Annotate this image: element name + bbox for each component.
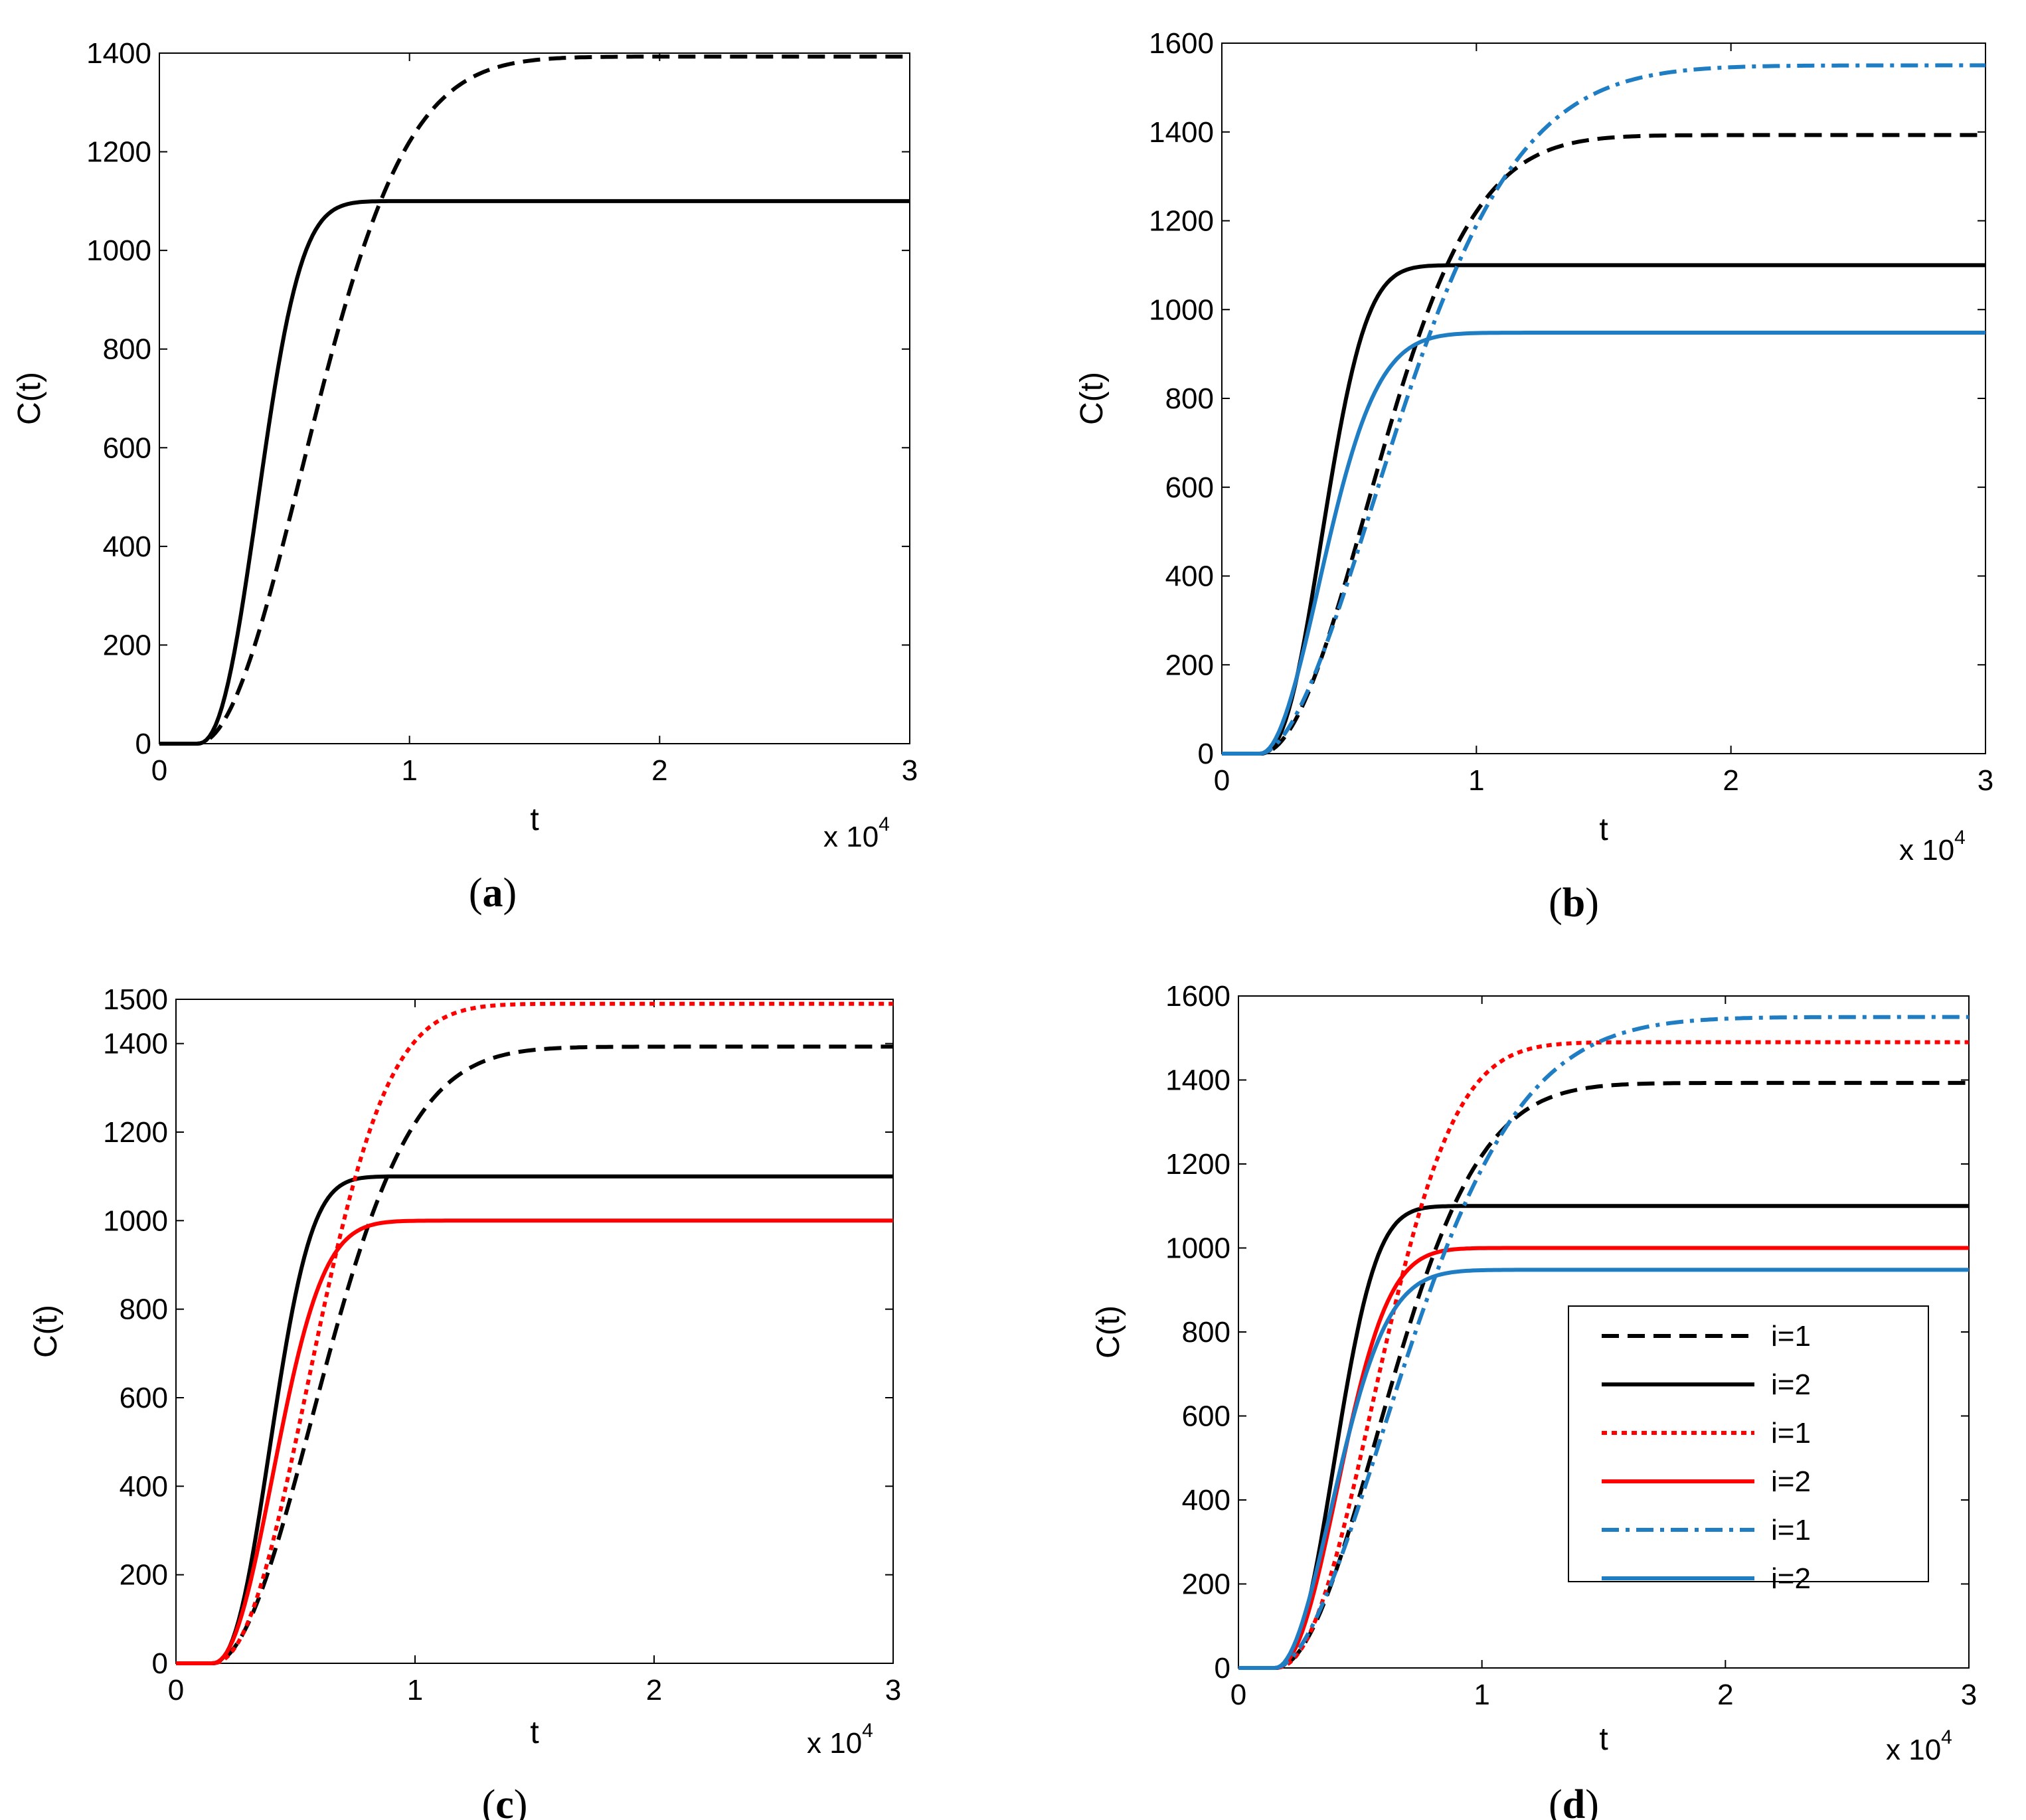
x-tick-label: 2 [1717, 1679, 1733, 1711]
series-line-i2_blue [1238, 1268, 1969, 1670]
panel-caption: (b) [1549, 880, 1599, 926]
y-tick-label: 400 [1182, 1484, 1230, 1517]
x-tick-label: 2 [651, 754, 667, 787]
x-tick-label: 1 [407, 1674, 423, 1706]
chart-panel-d: 0 1 2 3 0 200 400 600 800 1000 1200 1400 1600 t C(t) x … [1091, 980, 1977, 1820]
series-line-i1_black [159, 54, 910, 746]
x-tick-label: 1 [1474, 1679, 1489, 1711]
x-tick-label: 0 [168, 1674, 184, 1706]
y-tick-label: 1200 [1149, 205, 1214, 238]
x-tick-label: 3 [1961, 1679, 1977, 1711]
y-tick-label: 600 [120, 1382, 168, 1414]
series-line-i1_blue [1238, 1015, 1969, 1670]
y-tick-label: 1500 [103, 983, 168, 1016]
x-tick-label: 0 [1214, 764, 1230, 797]
x-axis-title: t [530, 802, 539, 837]
legend-label: i=1 [1771, 1514, 1811, 1546]
legend-label: i=1 [1771, 1417, 1811, 1449]
y-tick-label: 800 [103, 333, 151, 366]
y-axis-title: C(t) [12, 372, 47, 425]
x-axis-title: t [1599, 812, 1608, 847]
legend-label: i=2 [1771, 1465, 1811, 1498]
x-axis-exponent: x 104 [807, 1720, 873, 1760]
y-tick-label: 200 [1165, 649, 1214, 681]
series-line-i2_black [1222, 263, 1985, 756]
y-tick-label: 0 [1215, 1652, 1230, 1685]
y-tick-label: 1400 [1165, 1064, 1230, 1097]
y-tick-label: 1000 [1165, 1232, 1230, 1265]
x-tick-label: 3 [902, 754, 918, 787]
y-tick-label: 1000 [1149, 293, 1214, 326]
x-tick-label: 0 [1230, 1679, 1246, 1711]
series-line-i1_red [176, 1001, 893, 1665]
y-tick-label: 800 [1182, 1316, 1230, 1349]
y-axis-title: C(t) [29, 1305, 64, 1358]
y-tick-label: 200 [120, 1559, 168, 1592]
y-tick-label: 400 [103, 531, 151, 563]
y-tick-label: 1200 [103, 1116, 168, 1149]
plot-frame [159, 52, 910, 744]
y-tick-label: 1600 [1165, 980, 1230, 1013]
series-line-i1_black [176, 1044, 893, 1665]
y-tick-label: 200 [1182, 1568, 1230, 1601]
y-tick-label: 1600 [1149, 27, 1214, 60]
y-tick-label: 400 [120, 1470, 168, 1503]
y-tick-label: 1000 [86, 234, 151, 267]
panel-caption: (c) [482, 1782, 528, 1820]
legend-label: i=1 [1771, 1320, 1811, 1353]
x-tick-label: 0 [151, 754, 167, 787]
chart-panel-b: 0 1 2 3 0 200 400 600 800 1000 1200 1400 1600 t C(t) x … [1074, 27, 1993, 926]
y-tick-label: 600 [103, 432, 151, 464]
y-axis-title: C(t) [1074, 372, 1110, 425]
series-line-i1_black [1238, 1080, 1969, 1670]
x-axis-title: t [530, 1715, 539, 1750]
x-tick-label: 2 [1723, 764, 1738, 797]
panel-caption: (d) [1549, 1782, 1599, 1820]
plot-frame [1221, 42, 1986, 754]
y-tick-label: 800 [1165, 382, 1214, 415]
y-tick-label: 200 [103, 629, 151, 661]
y-tick-label: 0 [135, 728, 151, 760]
chart-panel-a: 0 1 2 3 0 200 400 600 800 1000 1200 1400 t C(t) x 104 (… [12, 37, 918, 916]
series-line-i1_red [1238, 1040, 1969, 1670]
x-axis-exponent: x 104 [1899, 827, 1966, 867]
plot-frame [175, 999, 894, 1664]
legend-label: i=2 [1771, 1562, 1811, 1595]
series-line-i2_black [1238, 1204, 1969, 1670]
y-tick-label: 800 [120, 1293, 168, 1326]
y-tick-label: 1000 [103, 1204, 168, 1237]
x-axis-title: t [1599, 1722, 1608, 1757]
y-tick-label: 0 [1198, 738, 1214, 770]
panel-caption: (a) [469, 870, 517, 916]
series-line-i1_blue [1222, 63, 1985, 756]
y-tick-label: 400 [1165, 560, 1214, 593]
series-line-i2_red [176, 1218, 893, 1665]
y-axis-title: C(t) [1091, 1305, 1126, 1359]
x-tick-label: 3 [885, 1674, 901, 1706]
x-tick-label: 3 [1978, 764, 1993, 797]
y-tick-label: 1200 [86, 136, 151, 169]
y-tick-label: 1400 [86, 37, 151, 70]
series-line-i2_blue [1222, 331, 1985, 756]
legend: i=1 i=2 i=1 i=2 i=1 i=2 [1568, 1305, 1929, 1595]
x-axis-exponent: x 104 [1886, 1726, 1952, 1766]
x-axis-exponent: x 104 [823, 813, 890, 853]
y-tick-label: 600 [1182, 1400, 1230, 1433]
series-line-i2_black [176, 1174, 893, 1665]
x-tick-label: 1 [401, 754, 417, 787]
y-tick-label: 1400 [103, 1028, 168, 1060]
y-tick-label: 1200 [1165, 1148, 1230, 1181]
y-tick-label: 600 [1165, 471, 1214, 504]
legend-label: i=2 [1771, 1368, 1811, 1401]
legend-box [1568, 1305, 1929, 1582]
series-line-i2_black [159, 199, 910, 746]
y-tick-label: 1400 [1149, 116, 1214, 149]
chart-panel-c: 0 1 2 3 0 200 400 600 800 1000 1200 1400 1500 t C(t) x … [29, 983, 901, 1820]
series-line-i1_black [1222, 133, 1985, 756]
x-tick-label: 1 [1468, 764, 1484, 797]
y-tick-label: 0 [152, 1647, 168, 1680]
x-tick-label: 2 [646, 1674, 662, 1706]
